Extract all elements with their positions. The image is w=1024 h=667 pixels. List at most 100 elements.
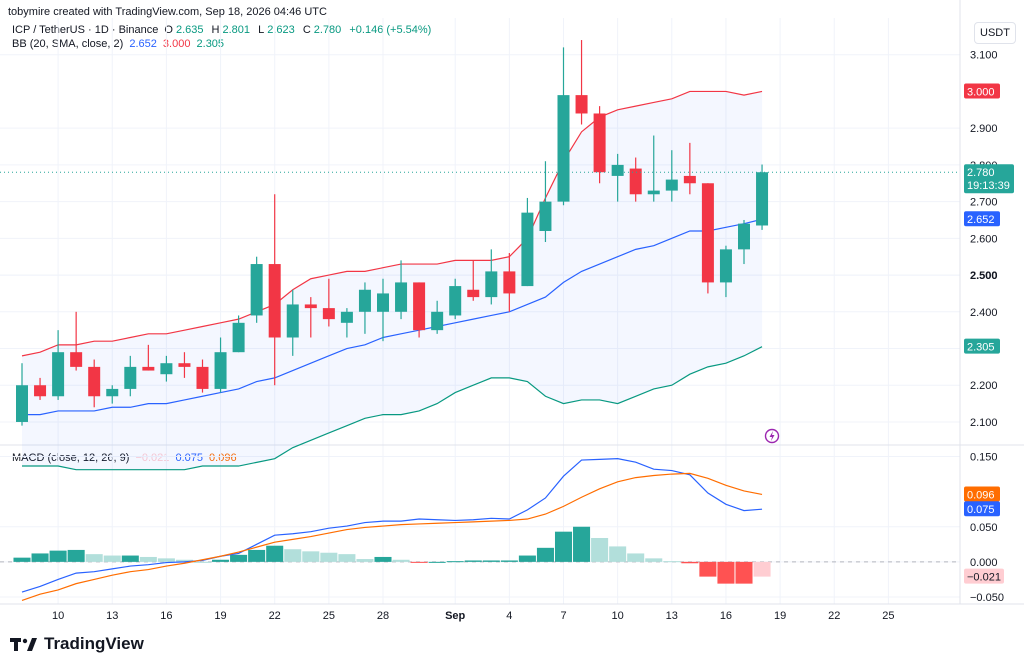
candle-body (178, 363, 191, 367)
candle-body (485, 271, 498, 298)
price-tick-label: 2.100 (970, 417, 998, 429)
macd-hist-bar (266, 545, 284, 562)
hist-badge-bg (964, 568, 1004, 584)
candle-body (683, 175, 696, 184)
macd-hist-bar (717, 561, 735, 584)
low-value: 2.623 (267, 24, 295, 36)
price-tick-label: 2.400 (970, 307, 998, 319)
candle-body (214, 352, 227, 389)
candle-body (250, 264, 263, 316)
time-tick-label: 4 (506, 610, 512, 622)
bb-lower-value: 2.305 (196, 38, 225, 50)
macd-hist-value: −0.021 (135, 452, 170, 464)
macd-hist-bar (609, 546, 627, 562)
candle-body (629, 168, 642, 195)
macd-hist-bar (139, 556, 157, 562)
macd-hist-bar (392, 559, 410, 562)
macd-hist-bar (374, 556, 392, 562)
alert-bolt (769, 431, 775, 441)
macd-hist-bar (645, 558, 663, 562)
macd-hist-bar (681, 561, 699, 564)
bar-countdown: 19:13:39 (967, 180, 1010, 192)
candle-body (304, 304, 317, 309)
candle-body (142, 366, 155, 371)
macd-badge: 0.075 (967, 504, 995, 516)
price-tick-label: 2.500 (970, 270, 998, 282)
time-tick-label: 25 (882, 610, 894, 622)
time-tick-label: 22 (828, 610, 840, 622)
basis-badge-bg (964, 211, 1000, 227)
open-label: O (164, 24, 173, 36)
close-value: 2.780 (313, 24, 342, 36)
macd-tick-label: 0.050 (970, 522, 998, 534)
macd-hist-bar (753, 561, 771, 577)
time-tick-label: 13 (666, 610, 678, 622)
candle-body (124, 366, 137, 389)
candle-body (503, 271, 516, 294)
candle-body (611, 164, 624, 176)
hist-badge: −0.021 (967, 572, 1001, 584)
lower-band-badge: 2.305 (967, 342, 995, 354)
last-price-badge-bg (964, 164, 1014, 194)
open-value: 2.635 (175, 24, 204, 36)
candle-body (413, 282, 426, 331)
time-tick-label: 28 (377, 610, 389, 622)
time-tick-label: 7 (560, 610, 566, 622)
time-tick-label: 19 (774, 610, 786, 622)
macd-tick-label: −0.050 (970, 592, 1004, 604)
candle-body (34, 385, 47, 397)
symbol-title[interactable]: ICP / TetherUS · 1D · Binance (12, 24, 159, 36)
macd-hist-bar (663, 561, 681, 563)
bb-title[interactable]: BB (20, SMA, close, 2) (12, 38, 124, 50)
macd-hist-bar (356, 559, 374, 562)
candle-body (449, 286, 462, 316)
macd-hist-bar (518, 555, 536, 562)
macd-hist-bar (248, 549, 266, 562)
macd-title[interactable]: MACD (close, 12, 26, 9) (12, 452, 130, 464)
lower-band-badge-bg (964, 338, 1000, 354)
macd-hist-bar (175, 559, 193, 562)
candle-body (593, 113, 606, 173)
macd-hist-bar (121, 555, 139, 562)
tradingview-logo[interactable]: TradingView (10, 634, 144, 654)
candle-body (340, 311, 353, 323)
candle-body (232, 322, 245, 353)
macd-hist-bar (338, 554, 356, 562)
macd-hist-bar (482, 560, 500, 562)
macd-hist-bar (464, 560, 482, 562)
time-tick-label: 13 (106, 610, 118, 622)
macd-hist-bar (31, 553, 49, 562)
bb-lower-line (22, 346, 763, 471)
macd-hist-bar (13, 557, 31, 562)
macd-line-value: 0.075 (175, 452, 203, 464)
bb-legend: BB (20, SMA, close, 2) 2.652 3.000 2.305 (12, 38, 227, 50)
candle-body (575, 95, 588, 114)
candle-body (88, 366, 101, 397)
macd-hist-bar (212, 559, 230, 562)
bb-band-fill (22, 91, 763, 470)
macd-hist-bar (536, 547, 554, 562)
bb-upper-value: 3.000 (162, 38, 191, 50)
candle-body (395, 282, 408, 312)
low-label: L (258, 24, 265, 36)
macd-hist-bar (230, 554, 248, 562)
macd-hist-bar (554, 531, 573, 562)
basis-badge: 2.652 (967, 214, 995, 226)
candle-body (521, 212, 534, 287)
candle-body (647, 190, 660, 195)
high-value: 2.801 (222, 24, 251, 36)
brand-name: TradingView (44, 634, 144, 653)
candle-body (322, 308, 335, 320)
candle-body (358, 289, 371, 312)
price-tick-label: 2.200 (970, 380, 998, 392)
macd-badge-bg (964, 501, 1000, 517)
candle-body (160, 363, 173, 375)
candle-body (16, 385, 28, 422)
price-tick-label: 2.600 (970, 233, 998, 245)
candle-body (268, 264, 281, 338)
currency-button[interactable]: USDT (974, 22, 1016, 44)
price-tick-label: 2.900 (970, 123, 998, 135)
candle-body (106, 388, 119, 397)
macd-hist-bar (699, 561, 717, 577)
